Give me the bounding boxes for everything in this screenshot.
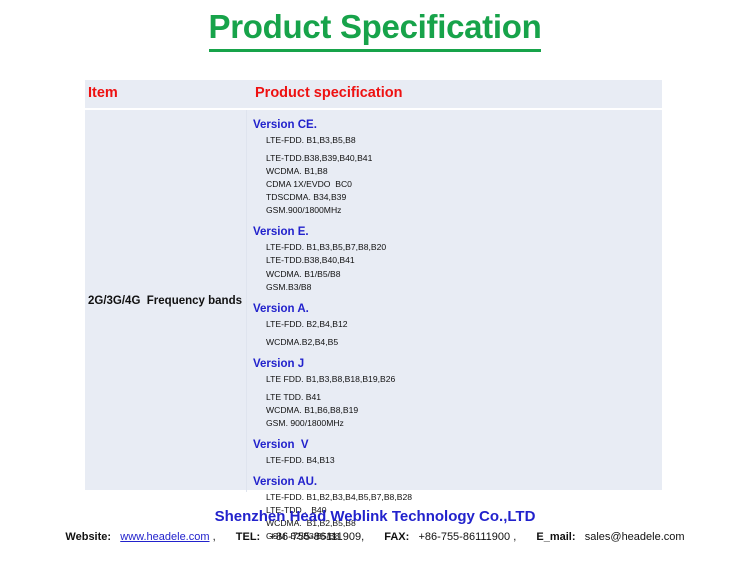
version-line: WCDMA. B1,B6,B8,B19 xyxy=(266,404,359,415)
table-cell-specification: Version CE. LTE-FDD. B1,B3,B5,B8 LTE-TDD.B… xyxy=(247,110,662,541)
footer: Shenzhen Head Weblink Technology Co.,LTD… xyxy=(0,508,750,543)
version-line: LTE-TDD.B38,B39,B40,B41 xyxy=(266,153,373,164)
version-line-list: LTE-FDD. B1,B2,B3,B4,B5,B7,B8,B28 LTE-TDD… xyxy=(253,491,662,543)
version-line: GSM.B3/B8 xyxy=(266,281,312,292)
version-line: CDMA 1X/EVDO BC0 xyxy=(266,179,352,190)
version-line: WCDMA. B1,B2,B5,B8 xyxy=(266,518,356,529)
table-header-row: Item Product specification xyxy=(85,80,662,110)
version-block: Version E. LTE-FDD. B1,B3,B5,B7,B8,B20 LTE… xyxy=(253,226,662,293)
tel-label: TEL: xyxy=(235,531,261,543)
version-line: GSM. 900/1800MHz xyxy=(266,417,344,428)
version-line: WCDMA.B2,B4,B5 xyxy=(266,336,339,347)
version-line: LTE-TDD . B40 xyxy=(266,505,327,516)
website-link[interactable]: www.headele.com xyxy=(120,531,210,543)
version-line: GSM. B2/B3/B5/B8 xyxy=(266,531,340,542)
specification-table: Item Product specification 2G/3G/4G Freq… xyxy=(85,80,662,541)
version-block: Version A. LTE-FDD. B2,B4,B12 WCDMA.B2,B4,… xyxy=(253,303,662,349)
version-title: Version CE. xyxy=(253,119,317,131)
version-line: LTE-FDD. B1,B3,B5,B8 xyxy=(266,135,356,145)
version-title: Version V xyxy=(253,439,309,451)
table-cell-item: 2G/3G/4G Frequency bands xyxy=(85,110,245,492)
version-line-list: LTE-FDD. B4,B13 xyxy=(253,454,662,467)
version-line: LTE-FDD. B1,B3,B5,B7,B8,B20 xyxy=(266,242,387,253)
company-name: Shenzhen Head Weblink Technology Co.,LTD xyxy=(214,508,536,525)
version-line: LTE-FDD. B4,B13 xyxy=(266,455,335,465)
version-block: Version V LTE-FDD. B4,B13 xyxy=(253,439,662,467)
email-value: sales@headele.com xyxy=(584,531,685,543)
version-line: LTE TDD. B41 xyxy=(266,391,322,402)
fax-label: FAX: xyxy=(384,531,410,543)
version-line: GSM.900/1800MHz xyxy=(266,205,342,216)
item-label-frequency-bands: 2G/3G/4G Frequency bands xyxy=(87,295,243,307)
version-line: WCDMA. B1/B5/B8 xyxy=(266,268,341,279)
version-title: Version J xyxy=(253,357,305,370)
contact-line: Website: www.headele.com , TEL: +86-755-… xyxy=(0,531,750,543)
website-label: Website: xyxy=(65,531,112,543)
version-line: TDSCDMA. B34,B39 xyxy=(266,192,347,203)
version-line: WCDMA. B1,B8 xyxy=(266,166,328,177)
version-line-list: LTE FDD. B1,B3,B8,B18,B19,B26 LTE TDD. B4… xyxy=(253,373,662,430)
fax-value: +86-755-86111900 , xyxy=(418,531,517,543)
version-line: LTE-FDD. B1,B2,B3,B4,B5,B7,B8,B28 xyxy=(266,492,413,503)
page-title: Product Specification xyxy=(0,8,750,52)
version-line-list: LTE-FDD. B1,B3,B5,B7,B8,B20 LTE-TDD.B38,B… xyxy=(253,241,662,293)
email-label: E_mail: xyxy=(536,531,576,543)
page-title-text: Product Specification xyxy=(208,8,542,52)
website-suffix: , xyxy=(212,531,216,543)
version-title: Version AU. xyxy=(253,476,318,489)
column-header-item: Item xyxy=(88,85,118,101)
tel-value: +86-755-86111909, xyxy=(269,531,365,543)
column-header-product-specification: Product specification xyxy=(255,85,403,101)
version-line-list: LTE-FDD. B2,B4,B12 WCDMA.B2,B4,B5 xyxy=(253,318,662,349)
version-block: Version CE. LTE-FDD. B1,B3,B5,B8 LTE-TDD.B… xyxy=(253,119,662,217)
column-divider xyxy=(246,110,247,492)
version-line: LTE-TDD.B38,B40,B41 xyxy=(266,255,355,266)
table-body: 2G/3G/4G Frequency bands Version CE. LTE-… xyxy=(85,110,662,541)
version-line-list: LTE-FDD. B1,B3,B5,B8 LTE-TDD.B38,B39,B40,… xyxy=(253,134,662,217)
version-title: Version E. xyxy=(253,226,309,239)
version-line: LTE FDD. B1,B3,B8,B18,B19,B26 xyxy=(266,373,396,384)
version-block: Version AU. LTE-FDD. B1,B2,B3,B4,B5,B7,B8… xyxy=(253,476,662,543)
version-title: Version A. xyxy=(253,302,309,315)
version-block: Version J LTE FDD. B1,B3,B8,B18,B19,B26 LT… xyxy=(253,358,662,430)
version-line: LTE-FDD. B2,B4,B12 xyxy=(266,318,348,329)
